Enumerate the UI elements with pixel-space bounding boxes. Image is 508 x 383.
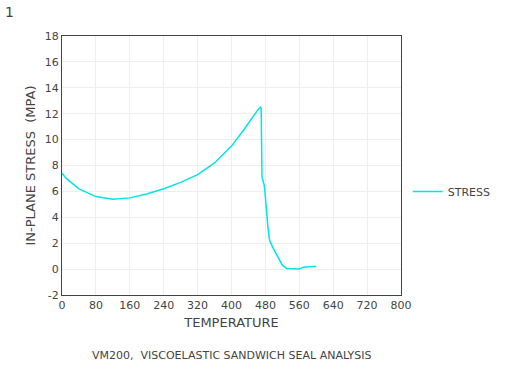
svg-text:10: 10	[45, 133, 59, 146]
svg-text:-2: -2	[48, 289, 59, 302]
svg-text:800: 800	[391, 299, 412, 312]
svg-text:480: 480	[255, 299, 276, 312]
svg-text:0: 0	[52, 263, 59, 276]
svg-text:240: 240	[153, 299, 174, 312]
svg-text:0: 0	[59, 299, 66, 312]
svg-text:4: 4	[52, 211, 59, 224]
svg-text:16: 16	[45, 56, 59, 69]
svg-text:6: 6	[52, 185, 59, 198]
svg-text:720: 720	[357, 299, 378, 312]
svg-text:560: 560	[289, 299, 310, 312]
svg-text:80: 80	[89, 299, 103, 312]
svg-text:320: 320	[187, 299, 208, 312]
svg-text:IN-PLANE STRESS (MPA): IN-PLANE STRESS (MPA)	[23, 85, 38, 245]
svg-text:640: 640	[323, 299, 344, 312]
svg-text:160: 160	[119, 299, 140, 312]
svg-text:STRESS: STRESS	[448, 186, 490, 199]
svg-text:1: 1	[5, 4, 14, 20]
svg-text:8: 8	[52, 159, 59, 172]
svg-text:18: 18	[45, 30, 59, 43]
svg-text:12: 12	[45, 108, 59, 121]
svg-text:14: 14	[45, 82, 59, 95]
svg-text:400: 400	[221, 299, 242, 312]
svg-text:VM200, VISCOELASTIC SANDWICH: VM200, VISCOELASTIC SANDWICH SEAL ANALYS…	[92, 349, 372, 362]
svg-text:2: 2	[52, 237, 59, 250]
svg-text:TEMPERATURE: TEMPERATURE	[183, 315, 279, 330]
